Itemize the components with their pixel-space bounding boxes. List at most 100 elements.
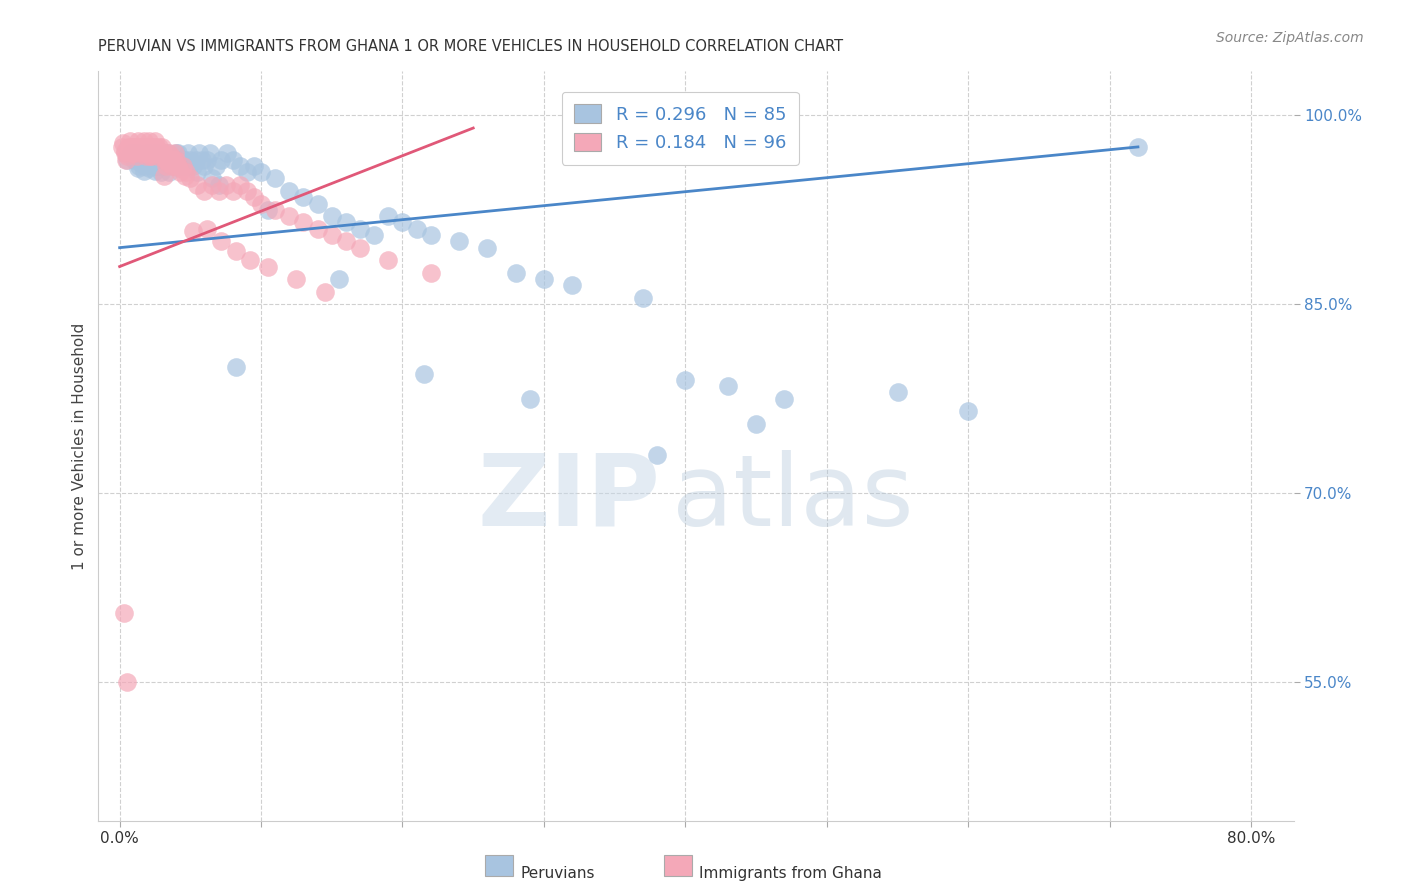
Point bbox=[225, 360, 247, 375]
Point bbox=[129, 146, 152, 161]
Point bbox=[135, 149, 157, 163]
Point bbox=[773, 392, 796, 406]
Point bbox=[278, 209, 301, 223]
Point bbox=[149, 144, 172, 158]
Point bbox=[118, 134, 141, 148]
Text: ZIP: ZIP bbox=[477, 450, 661, 547]
Point bbox=[155, 153, 177, 167]
Point bbox=[187, 146, 209, 161]
Point bbox=[138, 134, 160, 148]
Point bbox=[160, 149, 183, 163]
Point bbox=[142, 140, 165, 154]
Point bbox=[153, 169, 176, 183]
Point bbox=[208, 184, 231, 198]
Point bbox=[149, 165, 172, 179]
Point bbox=[307, 221, 329, 235]
Point bbox=[136, 140, 159, 154]
Point bbox=[225, 244, 247, 259]
Point bbox=[156, 153, 179, 167]
Point bbox=[122, 140, 145, 154]
Point bbox=[159, 153, 181, 167]
Point bbox=[208, 178, 231, 192]
Point bbox=[172, 153, 194, 167]
Point bbox=[184, 153, 207, 167]
Point bbox=[127, 161, 149, 176]
Point bbox=[166, 146, 188, 161]
Point bbox=[179, 153, 201, 167]
Point bbox=[152, 149, 174, 163]
Point bbox=[477, 241, 499, 255]
Y-axis label: 1 or more Vehicles in Household: 1 or more Vehicles in Household bbox=[72, 322, 87, 570]
Point bbox=[250, 165, 273, 179]
Point bbox=[561, 278, 583, 293]
Point bbox=[120, 146, 142, 161]
Point bbox=[142, 159, 165, 173]
Point bbox=[121, 144, 143, 158]
Point bbox=[146, 159, 169, 173]
Point bbox=[314, 285, 336, 299]
Point bbox=[377, 209, 399, 223]
Point bbox=[533, 272, 555, 286]
Point bbox=[117, 149, 139, 163]
Point bbox=[139, 149, 162, 163]
Point bbox=[145, 146, 167, 161]
Point bbox=[631, 291, 654, 305]
Point bbox=[143, 134, 166, 148]
Point bbox=[153, 153, 176, 167]
Point bbox=[143, 144, 166, 158]
Point bbox=[335, 235, 357, 249]
Point bbox=[127, 149, 149, 163]
Point bbox=[150, 140, 173, 154]
Point bbox=[349, 221, 371, 235]
Point bbox=[134, 159, 156, 173]
Point bbox=[115, 153, 138, 167]
Point bbox=[1126, 140, 1149, 154]
Point bbox=[111, 140, 134, 154]
Point bbox=[120, 140, 142, 154]
Point bbox=[335, 215, 357, 229]
Point bbox=[307, 196, 329, 211]
Point bbox=[257, 260, 280, 274]
Point bbox=[157, 165, 180, 179]
Point bbox=[172, 159, 194, 173]
Point bbox=[236, 165, 259, 179]
Point bbox=[405, 221, 427, 235]
Point bbox=[243, 190, 266, 204]
Point bbox=[128, 140, 150, 154]
Point bbox=[250, 196, 273, 211]
Point bbox=[321, 228, 343, 243]
Point bbox=[278, 184, 301, 198]
Point bbox=[165, 153, 187, 167]
Point bbox=[132, 140, 155, 154]
Point bbox=[127, 134, 149, 148]
Point bbox=[157, 156, 180, 170]
Text: atlas: atlas bbox=[672, 450, 914, 547]
Point bbox=[139, 153, 162, 167]
Point bbox=[449, 235, 471, 249]
Point bbox=[167, 161, 190, 176]
Point bbox=[136, 146, 159, 161]
Point bbox=[217, 146, 239, 161]
Point bbox=[173, 169, 195, 183]
Point bbox=[229, 178, 252, 192]
Point bbox=[138, 144, 160, 158]
Point bbox=[292, 190, 315, 204]
Point bbox=[419, 266, 441, 280]
Point bbox=[138, 161, 160, 176]
Point bbox=[195, 153, 218, 167]
Point bbox=[419, 228, 441, 243]
Point bbox=[117, 140, 139, 154]
Point bbox=[152, 146, 174, 161]
Point bbox=[167, 153, 190, 167]
Point bbox=[125, 146, 148, 161]
Point bbox=[181, 159, 204, 173]
Legend: R = 0.296   N = 85, R = 0.184   N = 96: R = 0.296 N = 85, R = 0.184 N = 96 bbox=[561, 92, 799, 165]
Point bbox=[149, 146, 172, 161]
Point bbox=[264, 202, 287, 217]
Point bbox=[176, 146, 198, 161]
Point bbox=[264, 171, 287, 186]
Point bbox=[163, 153, 186, 167]
Point bbox=[163, 146, 186, 161]
Point bbox=[124, 146, 146, 161]
Point bbox=[162, 153, 184, 167]
